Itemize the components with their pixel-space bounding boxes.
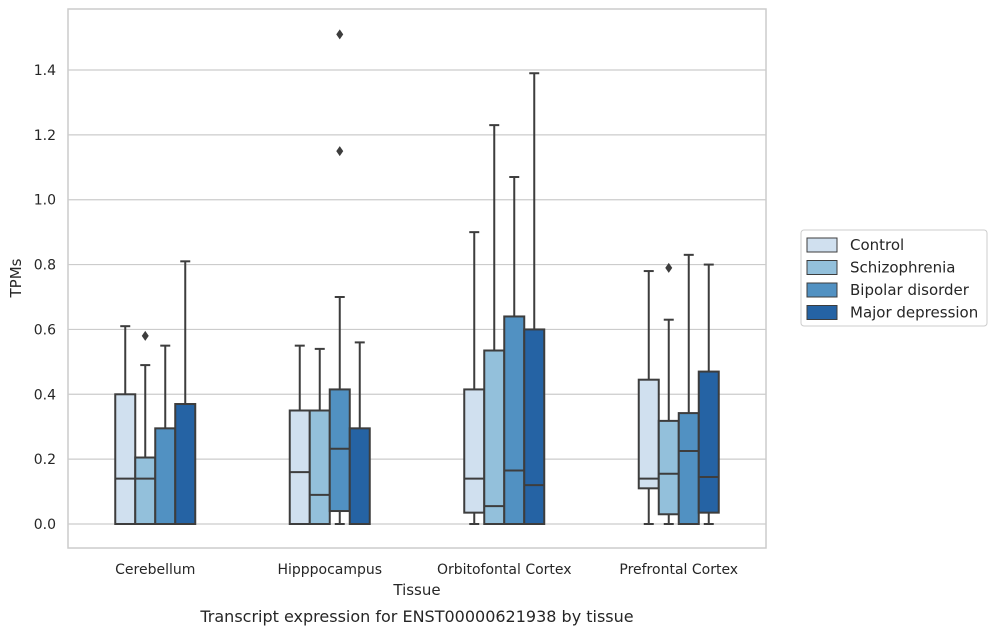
- iqr-box: [697, 370, 720, 514]
- iqr-box: [463, 388, 486, 514]
- y-tick-labels: 0.0 0.2 0.4 0.6 0.8 1.0 1.2 1.4: [34, 63, 56, 533]
- y-tick-label: 0.2: [34, 452, 56, 468]
- x-tick-label: Cerebellum: [115, 562, 195, 578]
- iqr-box: [328, 388, 351, 513]
- outlier-point: [141, 330, 149, 341]
- y-tick-label: 1.4: [34, 63, 56, 79]
- iqr-box: [308, 409, 331, 525]
- iqr-box: [503, 315, 526, 526]
- legend-label: Schizophrenia: [850, 259, 955, 277]
- y-axis-label: TPMs: [7, 258, 25, 298]
- box-control: [114, 325, 137, 525]
- box-major-depression: [697, 263, 720, 525]
- iqr-box: [348, 427, 371, 526]
- legend-swatch: [806, 237, 838, 253]
- box-major-depression: [523, 72, 546, 525]
- iqr-box: [483, 349, 506, 525]
- legend-swatch: [806, 260, 838, 275]
- iqr-box: [523, 328, 546, 525]
- iqr-box: [657, 419, 680, 516]
- x-axis-label: Tissue: [392, 581, 440, 599]
- legend-label: Major depression: [850, 304, 978, 322]
- iqr-box: [114, 393, 137, 525]
- box-schizophrenia: [134, 330, 157, 525]
- iqr-box: [288, 409, 311, 525]
- plot-frame: [67, 8, 767, 549]
- box-major-depression: [348, 341, 371, 526]
- outlier-point: [336, 146, 344, 157]
- y-tick-label: 1.2: [34, 128, 56, 144]
- x-tick-labels: Cerebellum Hipppocampus Orbitofontal Corte…: [115, 562, 738, 578]
- iqr-box: [677, 412, 700, 526]
- x-tick-label: Orbitofontal Cortex: [437, 562, 572, 578]
- box-bipolar-disorder: [154, 344, 177, 526]
- legend-label: Bipolar disorder: [850, 281, 970, 299]
- iqr-box: [637, 378, 660, 490]
- box-series: [114, 29, 720, 526]
- y-tick-label: 0.4: [34, 387, 56, 403]
- y-tick-label: 1.0: [34, 193, 56, 209]
- legend-label: Control: [850, 236, 904, 254]
- legend: Control Schizophrenia Bipolar disorder Majo…: [800, 229, 988, 327]
- legend-frame: [800, 229, 988, 327]
- outlier-point: [336, 29, 344, 40]
- iqr-box: [174, 403, 197, 525]
- iqr-box: [154, 427, 177, 526]
- iqr-box: [134, 456, 157, 525]
- chart-caption: Transcript expression for ENST0000062193…: [199, 607, 633, 626]
- box-major-depression: [174, 260, 197, 525]
- box-schizophrenia: [308, 347, 331, 525]
- box-schizophrenia: [657, 262, 680, 525]
- box-bipolar-disorder: [677, 253, 700, 526]
- y-tick-label: 0.0: [34, 517, 56, 533]
- x-tick-label: Hipppocampus: [277, 562, 382, 578]
- x-tick-label: Prefrontal Cortex: [619, 562, 738, 578]
- legend-swatch: [806, 282, 838, 298]
- outlier-point: [665, 262, 673, 273]
- box-control: [463, 231, 486, 525]
- y-tick-label: 0.6: [34, 322, 56, 338]
- y-tick-label: 0.8: [34, 258, 56, 274]
- legend-swatch: [806, 305, 838, 320]
